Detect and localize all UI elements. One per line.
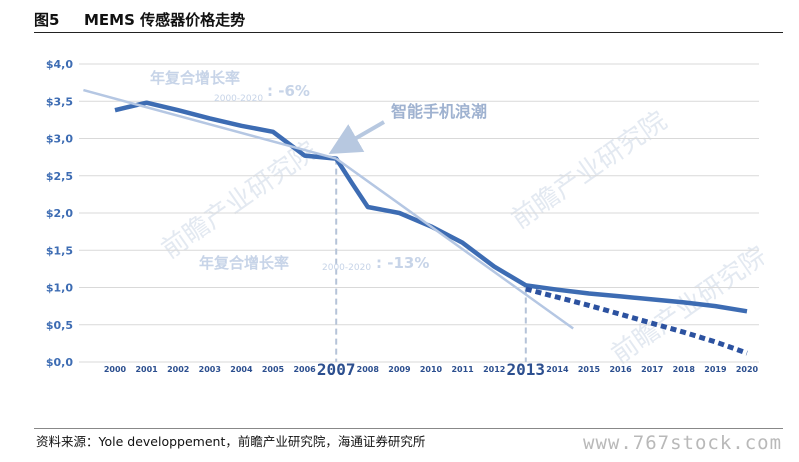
figure-title: MEMS 传感器价格走势	[84, 11, 246, 29]
series-forecast-line	[525, 286, 748, 356]
x-tick-label: 2015	[578, 365, 601, 374]
source-note: 资料来源：Yole developpement，前瞻产业研究院，海通证券研究所	[36, 434, 426, 449]
chart-watermark: 前瞻产业研究院	[156, 135, 322, 264]
cagr1-value: : -6%	[267, 82, 310, 100]
x-tick-label: 2011	[451, 365, 474, 374]
y-tick-label: $1,5	[46, 244, 73, 257]
x-tick-label: 2007	[317, 360, 356, 379]
series-actual-line	[114, 100, 748, 314]
cagr2-period: 2000-2020	[322, 263, 371, 273]
x-tick-label: 2010	[420, 365, 443, 374]
y-tick-label: $1,0	[46, 282, 73, 295]
x-tick-label: 2016	[609, 365, 632, 374]
x-tick-label: 2006	[293, 365, 316, 374]
cagr2-value: : -13%	[376, 254, 429, 272]
x-tick-label: 2014	[546, 365, 569, 374]
y-tick-label: $3,0	[46, 133, 73, 146]
y-tick-label: $3,5	[46, 95, 73, 108]
grid	[79, 63, 759, 363]
chart-watermark: 前瞻产业研究院	[506, 105, 672, 234]
cagr1-label: 年复合增长率	[150, 69, 240, 87]
x-tick-label: 2013	[507, 360, 546, 379]
x-tick-label: 2019	[704, 365, 727, 374]
series-trend-1-line	[83, 88, 337, 160]
x-tick-label: 2000	[104, 365, 127, 374]
x-tick-label: 2020	[736, 365, 759, 374]
x-tick-label: 2003	[199, 365, 221, 374]
series-trend-2-line	[335, 157, 574, 330]
cagr1-period: 2000-2020	[214, 94, 263, 104]
y-tick-label: $2,5	[46, 170, 73, 183]
x-tick-label: 2004	[230, 365, 253, 374]
x-tick-label: 2009	[388, 365, 411, 374]
y-tick-label: $4,0	[46, 58, 73, 71]
x-tick-label: 2008	[357, 365, 380, 374]
figure-number: 图5	[34, 11, 60, 29]
y-tick-label: $2,0	[46, 207, 73, 220]
site-watermark: www.767stock.com	[583, 432, 783, 454]
smartphone-wave-label: 智能手机浪潮	[391, 102, 487, 121]
x-tick-label: 2018	[673, 365, 696, 374]
series	[83, 88, 748, 356]
figure-title-bar: 图5 MEMS 传感器价格走势	[34, 6, 783, 33]
y-tick-label: $0,0	[46, 356, 73, 369]
price-trend-chart: 前瞻产业研究院 前瞻产业研究院 前瞻产业研究院 $0,0$0,5$1,0$1,5…	[46, 58, 764, 379]
smartphone-arrow	[328, 120, 386, 155]
x-tick-label: 2001	[135, 365, 158, 374]
x-tick-label: 2012	[483, 365, 505, 374]
axes: $0,0 $0,5 $1,0 $1,5 $2,0 $2,5 $3,0 $3,5 $4,0 2000…	[46, 58, 759, 379]
cagr2-label: 年复合增长率	[199, 254, 289, 272]
y-tick-label: $0,5	[46, 319, 73, 332]
x-tick-label: 2005	[262, 365, 285, 374]
x-tick-label: 2017	[641, 365, 663, 374]
source-divider	[34, 428, 783, 429]
x-tick-label: 2002	[167, 365, 189, 374]
